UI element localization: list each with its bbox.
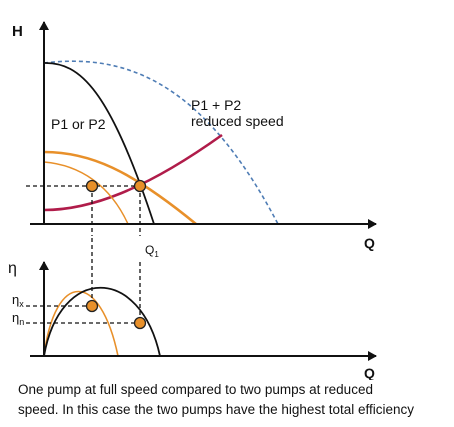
efficiency-curve-full	[43, 287, 161, 357]
q1-label: Q1	[145, 243, 159, 259]
pump-curve-diagram: H Q P1 or P2 P1 + P2 reduced speed Q1 η …	[8, 21, 377, 380]
flow-axis-label: Q	[364, 235, 375, 251]
lower-chart: η ηx ηn Q	[8, 238, 377, 380]
system-curve	[43, 133, 223, 212]
reduced-speed-curve-combined	[43, 150, 197, 226]
eta-n-label: ηn	[12, 310, 24, 327]
caption-line-2: speed. In this case the two pumps have t…	[18, 402, 414, 417]
full-speed-pump-curve	[43, 62, 155, 225]
single-pump-label: P1 or P2	[51, 116, 106, 132]
operating-point-combined	[133, 179, 147, 193]
reduced-speed-curve-single	[43, 161, 129, 225]
figure-caption: One pump at full speed compared to two p…	[18, 380, 450, 420]
combined-pumps-dashed-curve	[43, 60, 279, 225]
upper-chart: H Q P1 or P2 P1 + P2 reduced speed Q1	[12, 21, 377, 259]
efficiency-curve-reduced	[43, 290, 119, 357]
eta-x-label: ηx	[12, 292, 24, 309]
head-axis-label: H	[12, 23, 23, 40]
combined-pump-label-line2: reduced speed	[191, 113, 284, 129]
combined-pump-label-line1: P1 + P2	[191, 97, 241, 113]
caption-line-1: One pump at full speed compared to two p…	[18, 382, 373, 397]
efficiency-point-n	[133, 316, 147, 330]
efficiency-axis-label: η	[8, 260, 17, 277]
flow-axis-lower-label: Q	[364, 365, 375, 380]
operating-point-single	[85, 179, 99, 193]
efficiency-point-x	[85, 299, 99, 313]
